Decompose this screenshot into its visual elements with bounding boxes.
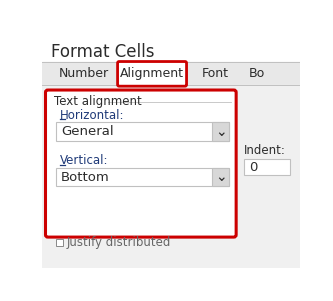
Bar: [56, 239, 63, 246]
Bar: [56, 123, 229, 141]
Bar: [42, 36, 300, 61]
Text: Indent:: Indent:: [244, 144, 286, 157]
Text: Vertical:: Vertical:: [60, 154, 109, 167]
Text: Font: Font: [202, 67, 229, 79]
Text: Justify distributed: Justify distributed: [66, 236, 171, 249]
Text: Format Cells: Format Cells: [51, 42, 155, 61]
FancyBboxPatch shape: [118, 61, 186, 86]
Text: General: General: [61, 125, 114, 138]
Text: Text alignment: Text alignment: [54, 95, 142, 108]
Bar: [56, 168, 229, 186]
FancyBboxPatch shape: [46, 90, 236, 237]
Text: Bottom: Bottom: [61, 171, 110, 184]
Bar: [212, 123, 229, 141]
Bar: [42, 61, 300, 86]
Text: 0: 0: [249, 160, 258, 173]
Bar: [42, 85, 300, 268]
Text: Horizontal:: Horizontal:: [60, 109, 125, 122]
Text: Alignment: Alignment: [120, 67, 184, 79]
Text: ⌄: ⌄: [215, 170, 226, 184]
Text: Bo: Bo: [249, 67, 265, 79]
Text: Number: Number: [59, 67, 109, 79]
Bar: [212, 168, 229, 186]
Text: ⌄: ⌄: [215, 125, 226, 138]
Bar: [244, 159, 290, 175]
